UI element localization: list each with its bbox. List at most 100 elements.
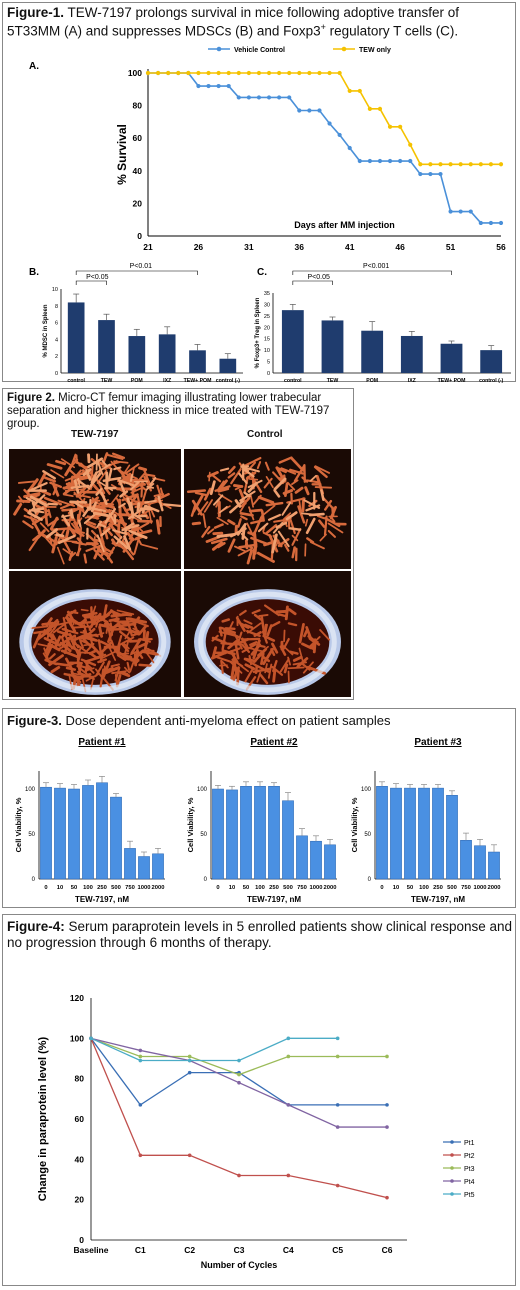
trabecula: [88, 649, 98, 655]
bar: [324, 844, 336, 880]
x-tick-label: 10: [57, 885, 63, 891]
trabecula: [298, 622, 305, 644]
data-point: [327, 70, 332, 76]
data-point: [297, 70, 302, 76]
trabecula: [270, 620, 281, 628]
data-point: [138, 1153, 143, 1158]
trabecula: [284, 605, 289, 621]
trabecula: [213, 523, 224, 529]
trabecula: [123, 535, 132, 551]
y-tick-label: 0: [32, 877, 36, 883]
data-point: [488, 162, 494, 167]
x-tick-label: 250: [433, 885, 443, 891]
data-point: [277, 70, 282, 76]
col-label-tew: TEW-7197: [71, 429, 119, 440]
trabecula: [216, 533, 236, 538]
trabecula: [98, 520, 114, 537]
trabecula: [121, 492, 135, 502]
bone-ring: [23, 591, 167, 693]
trabecula: [221, 630, 227, 651]
trabecula: [138, 663, 152, 667]
bar: [158, 334, 176, 373]
trabecula: [129, 658, 136, 673]
trabecula: [37, 472, 47, 487]
y-tick-label: 50: [28, 832, 35, 838]
trabecula: [234, 485, 243, 491]
trabecula: [220, 659, 229, 669]
trabecula: [73, 501, 84, 509]
trabecula: [247, 479, 263, 489]
trabecula: [281, 501, 292, 516]
bar: [281, 310, 304, 373]
series-line-Pt5: [90, 1037, 338, 1062]
bar: [268, 786, 280, 880]
trabecula: [297, 505, 306, 524]
trabecula: [218, 505, 228, 514]
trabecula: [287, 666, 305, 670]
data-point: [357, 88, 362, 94]
trabecula: [126, 661, 131, 671]
trabecula: [34, 507, 45, 512]
x-tick-label: 50: [71, 885, 77, 891]
x-tick-label: 41: [345, 242, 355, 252]
trabecula: [69, 509, 74, 519]
trabecula: [102, 476, 122, 482]
trabecula: [116, 609, 135, 616]
x-tick-label: 10: [393, 885, 399, 891]
trabecula: [56, 546, 65, 565]
data-point: [176, 70, 181, 76]
x-tick-label: 36: [295, 242, 305, 252]
trabecula: [279, 658, 290, 673]
trabecula: [57, 639, 70, 647]
trabecula: [305, 517, 316, 535]
trabecula: [304, 518, 309, 527]
trabecula: [257, 495, 275, 504]
trabecula: [73, 636, 77, 646]
trabecula: [275, 466, 285, 480]
data-point: [335, 1036, 340, 1041]
trabecula: [79, 640, 84, 649]
x-tick-label: C2: [184, 1245, 195, 1255]
bracket: [75, 270, 198, 275]
trabecula: [234, 499, 242, 508]
y-tick-label: 60: [133, 133, 143, 143]
bar: [54, 787, 66, 880]
bar: [138, 856, 150, 880]
trabecula: [51, 535, 58, 554]
data-point: [478, 220, 483, 226]
y-tick-label: 2: [55, 354, 58, 360]
trabecula: [124, 666, 131, 674]
trabecula: [271, 533, 278, 554]
figure-1-label: Figure-1.: [7, 5, 65, 20]
ct-control-cross-section: [184, 571, 351, 697]
trabecula: [90, 610, 95, 622]
trabecula: [155, 519, 161, 535]
trabecula: [69, 500, 88, 504]
trabecula: [290, 456, 305, 472]
trabecula: [96, 549, 109, 556]
trabecula: [96, 479, 106, 495]
y-tick-label: 0: [204, 877, 208, 883]
y-tick-label: 10: [264, 348, 270, 354]
trabecula: [262, 531, 273, 538]
legend-label: TEW only: [359, 47, 391, 54]
y-tick-label: 100: [25, 787, 36, 793]
trabecula: [51, 633, 58, 643]
trabecula: [218, 626, 223, 637]
trabecula: [211, 541, 223, 551]
trabecula: [250, 536, 270, 546]
trabecula: [94, 463, 111, 475]
trabecula: [260, 509, 265, 522]
data-point: [357, 158, 362, 164]
trabecula: [124, 463, 140, 475]
trabecula: [291, 528, 302, 546]
trabecula: [216, 656, 235, 664]
data-point: [385, 1103, 389, 1107]
trabecula: [89, 472, 102, 488]
data-point: [337, 70, 342, 76]
trabecula: [288, 527, 302, 531]
trabecula: [93, 548, 105, 561]
trabecula: [273, 477, 287, 491]
bar: [446, 795, 458, 880]
trabecula: [80, 658, 97, 667]
